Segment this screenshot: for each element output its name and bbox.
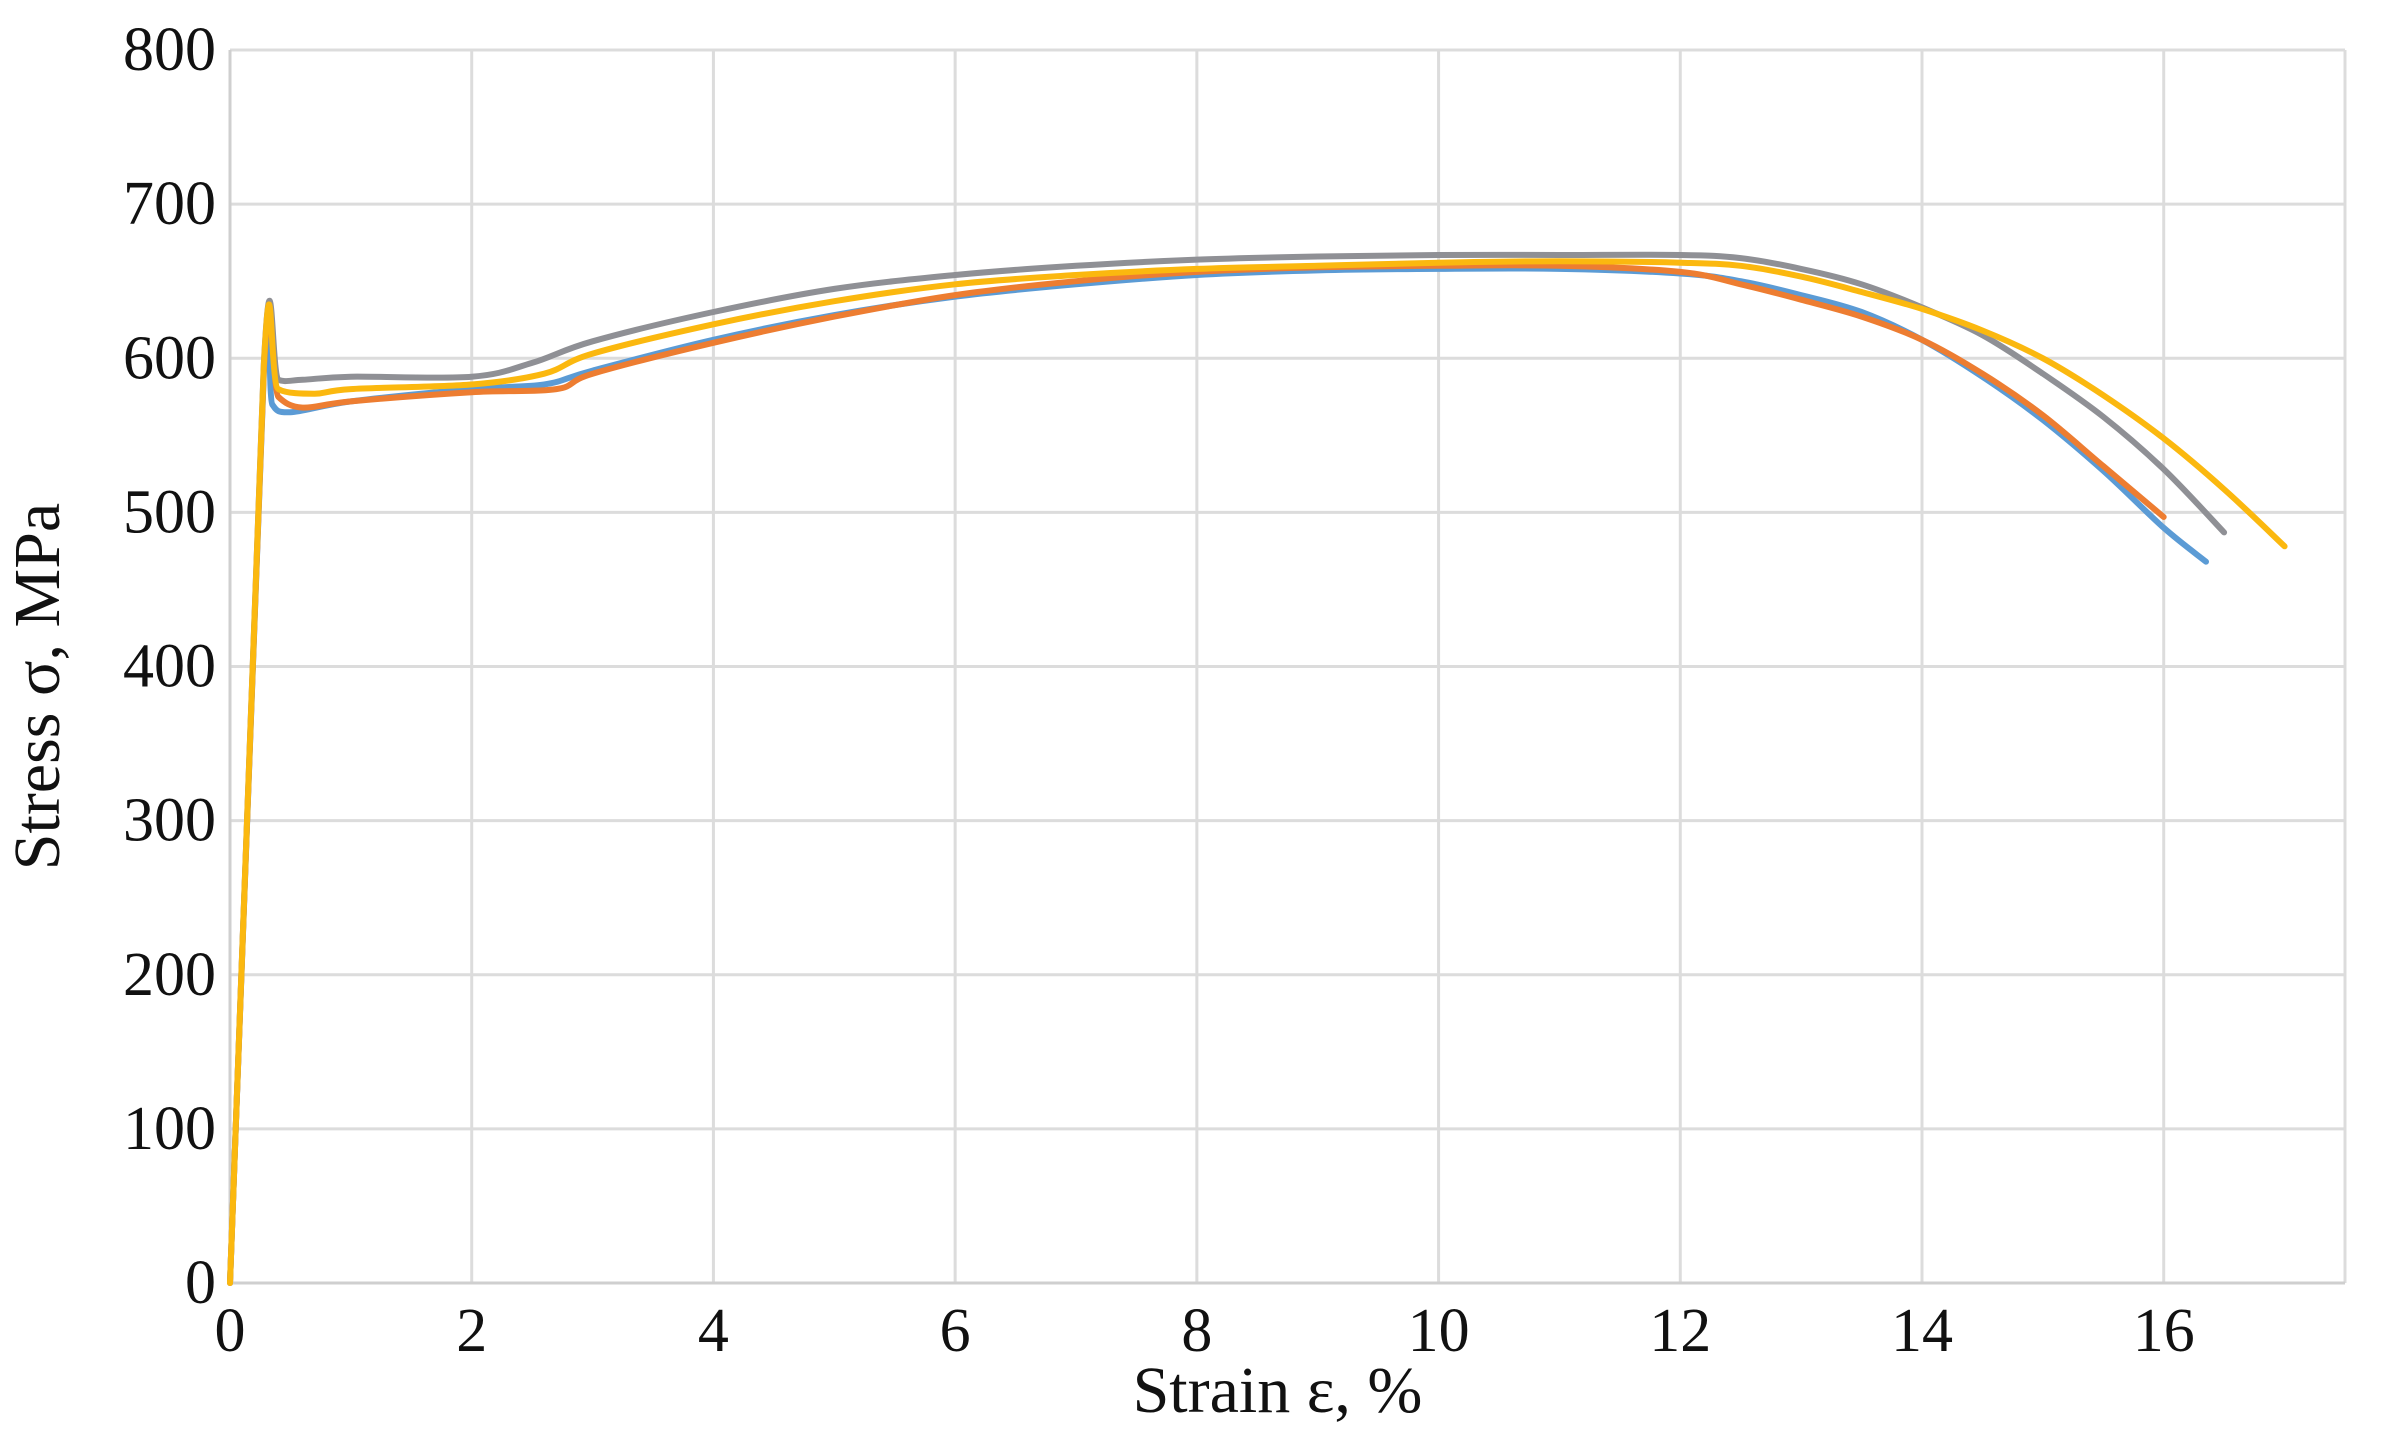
y-tick-label: 600 [123, 324, 216, 392]
x-tick-label: 2 [456, 1297, 487, 1365]
grid [230, 48, 2347, 1283]
y-tick-label: 400 [123, 633, 216, 701]
y-tick-label: 500 [123, 478, 216, 546]
x-tick-label: 14 [1891, 1297, 1953, 1365]
y-axis-title: Stress σ, MPa [1, 503, 74, 870]
y-tick-label: 700 [123, 170, 216, 238]
y-tick-label: 100 [123, 1095, 216, 1163]
x-tick-label: 12 [1649, 1297, 1711, 1365]
y-tick-label: 800 [123, 16, 216, 84]
series-line-2 [227, 262, 2167, 1286]
x-tick-label: 0 [215, 1297, 246, 1365]
x-tick-label: 4 [698, 1297, 729, 1365]
series-group [227, 251, 2288, 1286]
x-tick-label: 8 [1181, 1297, 1212, 1365]
y-tick-label: 0 [185, 1249, 216, 1317]
tick-labels: 0 100 200 300 400 500 600 700 800 0 2 4 6 8 10 12 14 16 [123, 16, 2195, 1365]
x-tick-label: 6 [940, 1297, 971, 1365]
y-tick-label: 300 [123, 787, 216, 855]
series-line-1 [227, 265, 2209, 1286]
y-tick-label: 200 [123, 941, 216, 1009]
axes [228, 50, 2345, 1285]
x-tick-label: 16 [2133, 1297, 2195, 1365]
series-line-4 [227, 258, 2288, 1286]
x-axis-title: Strain ε, % [1133, 1354, 1423, 1427]
x-tick-label: 10 [1408, 1297, 1470, 1365]
